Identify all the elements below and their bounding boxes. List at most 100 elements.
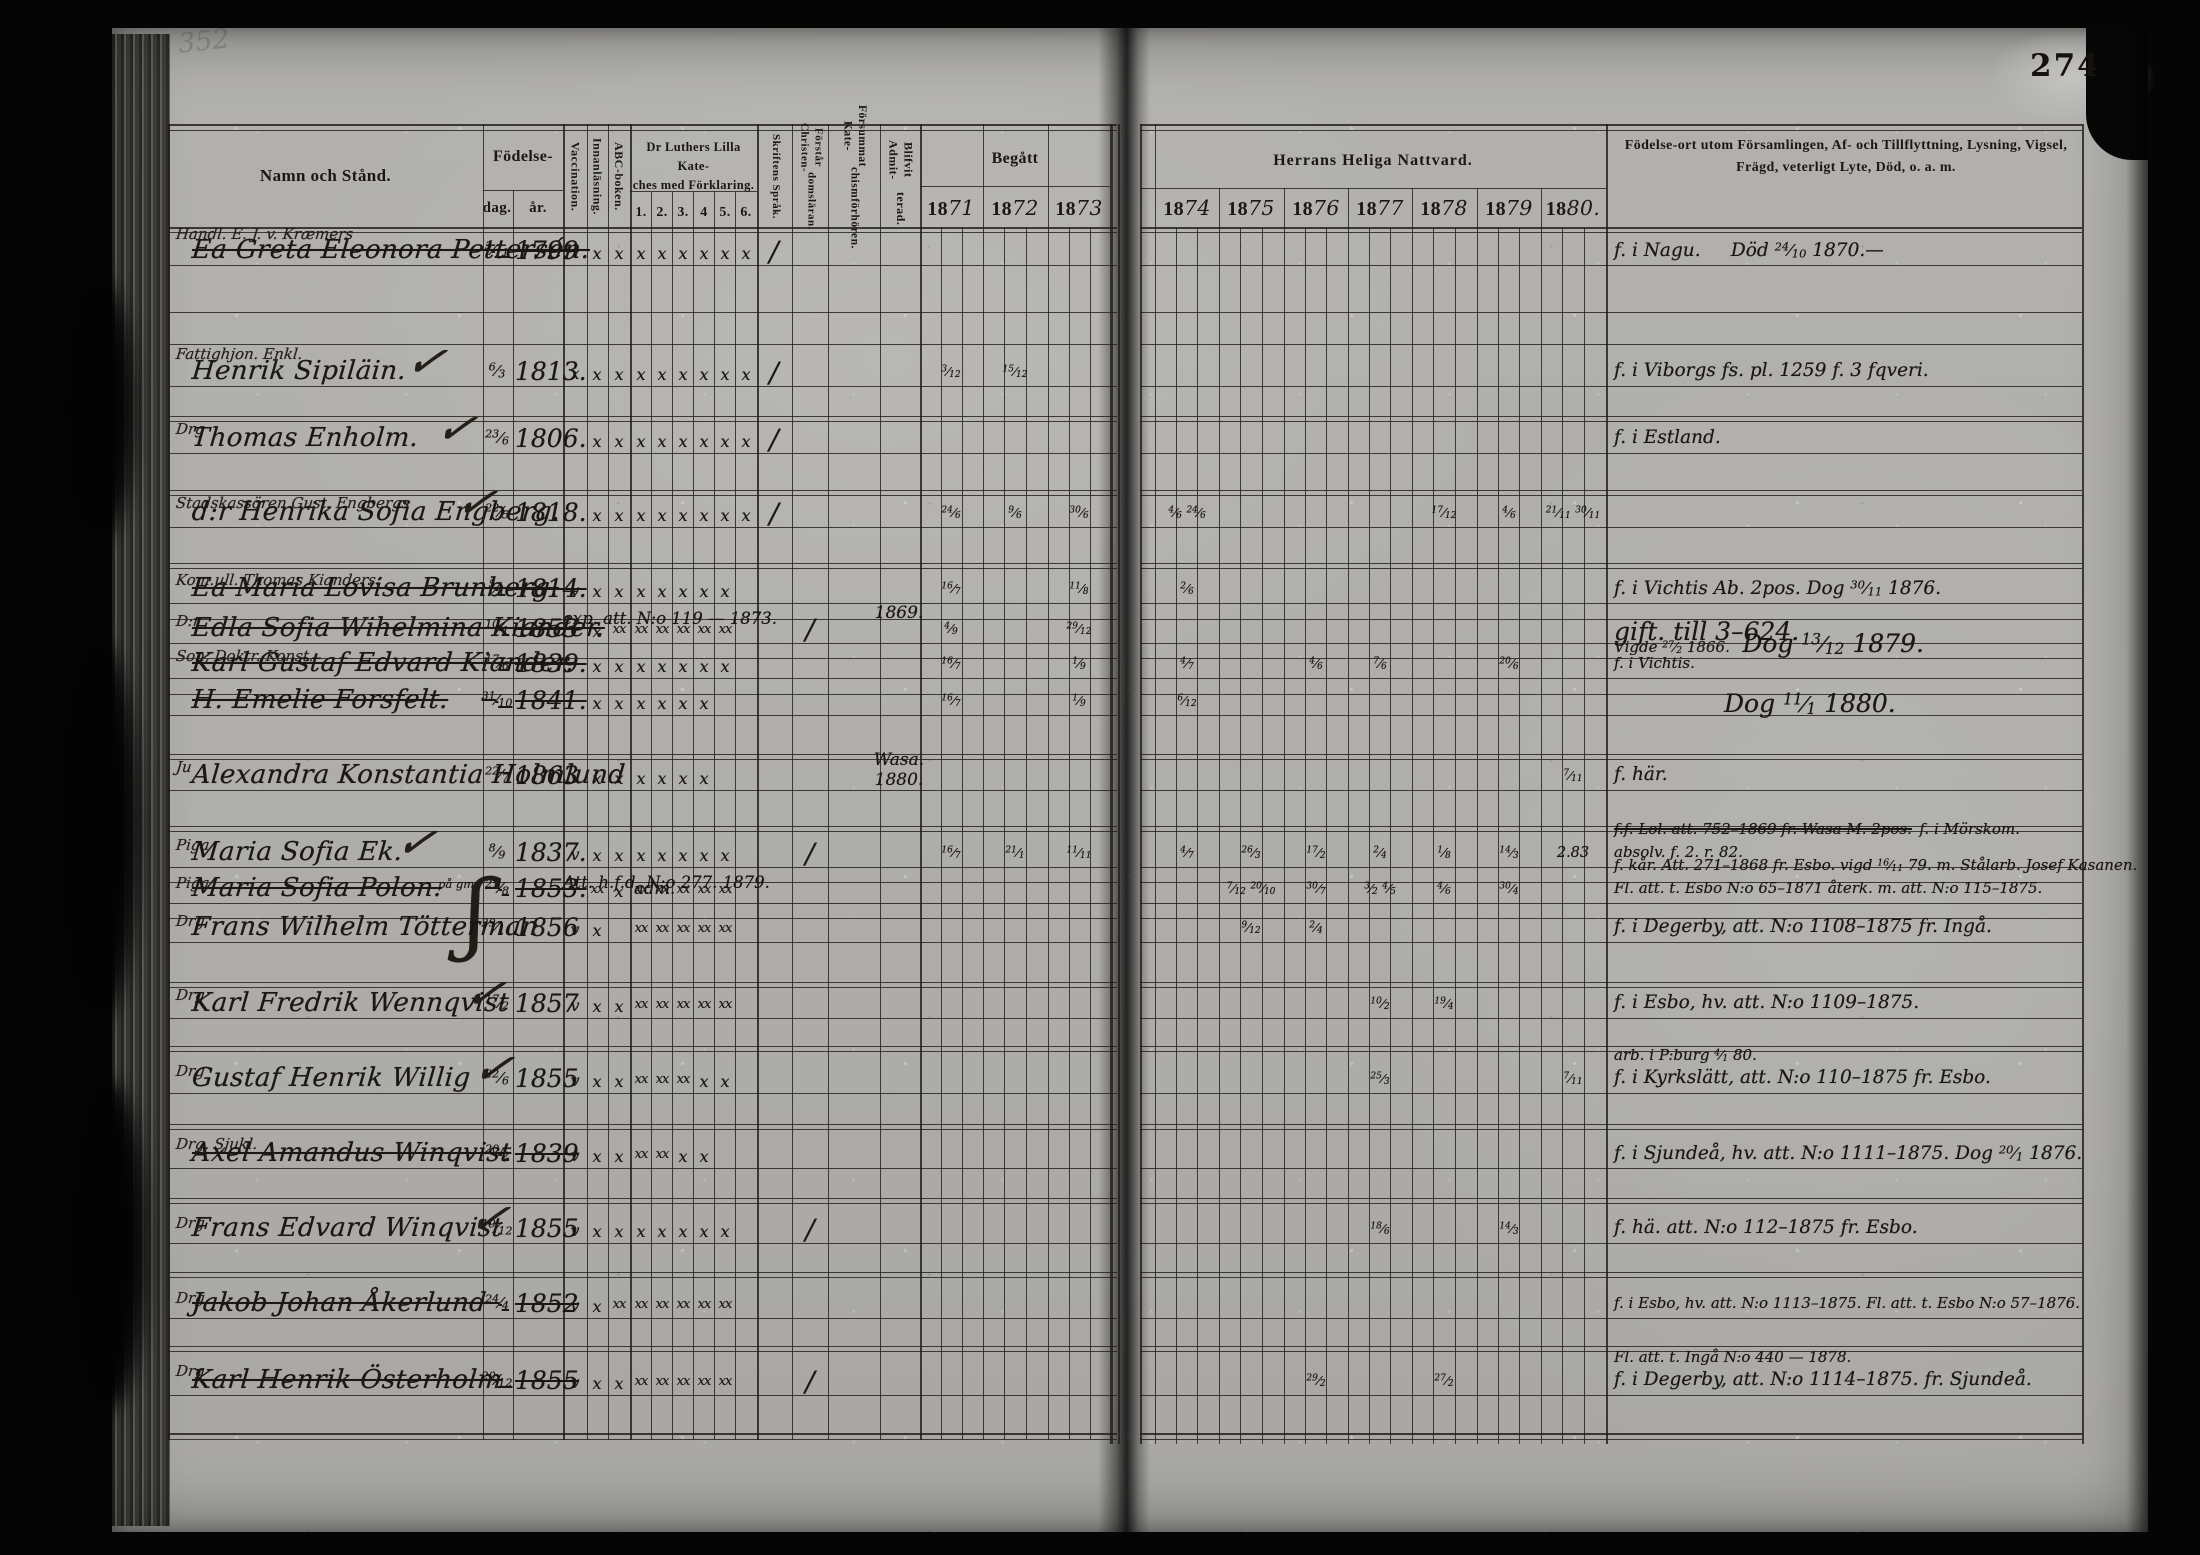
column-line bbox=[587, 124, 589, 1440]
birth-day: 19⁄12 bbox=[481, 1217, 513, 1238]
catechism-mark: x bbox=[592, 769, 602, 788]
catechism-mark: x bbox=[614, 582, 624, 601]
rule-line bbox=[168, 942, 1117, 944]
year-handwritten: 78 bbox=[1441, 196, 1468, 220]
vaccination-mark: v bbox=[570, 581, 580, 600]
column-line bbox=[1584, 228, 1585, 1444]
col-header-birth-year: år. bbox=[529, 200, 547, 216]
column-line bbox=[962, 228, 963, 1440]
rule-line bbox=[1140, 386, 2082, 388]
catechism-mark: x bbox=[699, 1147, 709, 1166]
catechism-mark: x bbox=[657, 432, 667, 451]
rule-line bbox=[1140, 903, 2082, 905]
birth-day: 22⁄6 bbox=[485, 1067, 509, 1088]
row-note-segment: Vigde 27⁄2 1866. bbox=[1614, 638, 1730, 657]
year-printed: 18 bbox=[1163, 198, 1185, 220]
birth-day: 31⁄10 bbox=[481, 689, 513, 710]
book-gutter-shadow bbox=[1098, 28, 1150, 1532]
catechism-mark: x bbox=[678, 506, 688, 525]
column-line bbox=[513, 190, 515, 1440]
row-note-segment: f. i Vichtis. bbox=[1614, 654, 1695, 672]
catechism-mark: x bbox=[678, 1222, 688, 1241]
birth-year: 1806. bbox=[515, 424, 587, 453]
scan-blotch bbox=[58, 640, 138, 1020]
year-label: 1878 bbox=[1410, 196, 1478, 221]
catechism-mark: xx bbox=[718, 1297, 733, 1312]
catechism-mark: x bbox=[636, 365, 646, 384]
column-line bbox=[714, 192, 715, 1440]
column-line bbox=[168, 124, 171, 1440]
birth-year: 1813. bbox=[515, 357, 587, 386]
column-line bbox=[1219, 188, 1221, 1444]
column-line bbox=[1562, 228, 1563, 1444]
row-occupation: Ju bbox=[175, 758, 193, 776]
row-note: f.f. Lol. att. 752–1869 fr. Wasa M. 2pos… bbox=[1614, 818, 2084, 839]
catechism-mark: x bbox=[614, 506, 624, 525]
rule-line bbox=[1140, 1346, 2082, 1348]
rule-line bbox=[1140, 826, 2082, 828]
rule-line bbox=[1140, 1129, 2082, 1131]
column-line bbox=[693, 192, 694, 1440]
year-label: 1873 bbox=[1045, 196, 1113, 221]
catechism-mark: x bbox=[699, 846, 709, 865]
communion-date: 7⁄11 bbox=[1563, 768, 1583, 785]
rule-line bbox=[1140, 882, 2082, 884]
rule-line bbox=[168, 882, 1117, 884]
rule-line bbox=[168, 1277, 1117, 1279]
birth-day: 20⁄12 bbox=[481, 1369, 513, 1390]
catechism-mark: x bbox=[699, 1072, 709, 1091]
rule-line bbox=[1140, 563, 2082, 565]
rule-line bbox=[168, 227, 1117, 229]
rule-line bbox=[1140, 416, 2082, 418]
row-note-segment: Fl. att. t. Esbo N:o 65–1871 återk. m. a… bbox=[1614, 879, 2043, 897]
communion-date: 4⁄7 bbox=[1180, 845, 1194, 862]
column-line bbox=[1140, 124, 1143, 1444]
rule-line bbox=[1140, 715, 2082, 717]
catechism-mark: x bbox=[592, 846, 602, 865]
catechism-part-number: 6. bbox=[740, 205, 752, 220]
catechism-mark: x bbox=[636, 506, 646, 525]
rule-line bbox=[1140, 942, 2082, 944]
rule-line bbox=[168, 1272, 1117, 1274]
rule-line bbox=[1140, 527, 2082, 529]
row-note-segment: f. kår. Att. 271–1868 fr. Esbo. vigd 16⁄… bbox=[1614, 856, 2138, 875]
row-note-segment: Dog 13⁄12 1879. bbox=[1729, 629, 1924, 658]
catechism-mark: x bbox=[657, 846, 667, 865]
catechism-mark: x bbox=[678, 657, 688, 676]
rule-line bbox=[168, 1168, 1117, 1170]
column-line bbox=[651, 192, 652, 1440]
rule-line bbox=[168, 129, 1117, 131]
row-note: f. kår. Att. 271–1868 fr. Esbo. vigd 16⁄… bbox=[1614, 854, 2137, 875]
column-line bbox=[483, 124, 485, 1440]
vaccination-mark: v bbox=[570, 920, 580, 939]
catechism-mark: x bbox=[636, 432, 646, 451]
column-line bbox=[1240, 228, 1241, 1444]
rule-line bbox=[1140, 1351, 2082, 1353]
row-name: Gustaf Henrik Willig bbox=[190, 1063, 472, 1093]
row-note-segment: f.f. Lol. att. 752–1869 fr. Wasa M. 2pos… bbox=[1614, 820, 1912, 838]
rule-line bbox=[168, 416, 1117, 418]
col-header-birth-day: dag. bbox=[482, 200, 512, 216]
catechism-mark: xx bbox=[676, 1072, 691, 1087]
rule-line bbox=[1140, 1051, 2082, 1053]
catechism-mark: x bbox=[678, 582, 688, 601]
rule-line bbox=[1140, 1124, 2082, 1126]
row-note-segment: f. i Vichtis Ab. 2pos. Dog 30⁄11 1876. bbox=[1614, 577, 1942, 599]
rule-line bbox=[1140, 227, 2082, 229]
column-line bbox=[828, 124, 830, 1440]
communion-date: 24⁄6 bbox=[941, 505, 961, 522]
catechism-mark: x bbox=[614, 846, 624, 865]
vaccination-mark: v bbox=[570, 1146, 580, 1165]
catechism-mark: x bbox=[657, 582, 667, 601]
catechism-mark: x bbox=[720, 365, 730, 384]
year-printed: 18 bbox=[1485, 198, 1507, 220]
rule-line bbox=[1140, 1433, 2082, 1436]
rule-line bbox=[1140, 495, 2082, 497]
catechism-line1: Dr Luthers Lilla Kate- bbox=[646, 140, 741, 173]
birth-day: 21⁄8 bbox=[485, 877, 509, 898]
communion-date: 30⁄7 bbox=[1306, 881, 1326, 898]
catechism-mark: x bbox=[614, 1072, 624, 1091]
column-line bbox=[1519, 228, 1520, 1444]
catechism-mark: x bbox=[657, 1222, 667, 1241]
communion-date: 7⁄6 bbox=[1373, 656, 1387, 673]
